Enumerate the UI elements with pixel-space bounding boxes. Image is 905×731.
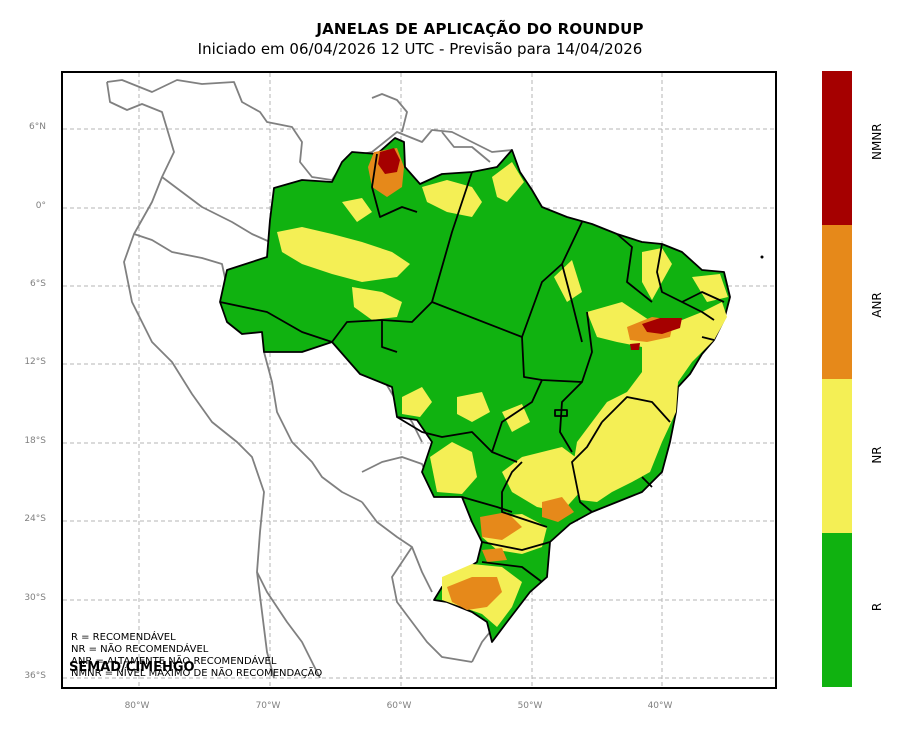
- map-subtitle: Iniciado em 06/04/2026 12 UTC - Previsão…: [197, 40, 643, 58]
- lon-tick: 60°W: [386, 701, 412, 711]
- lat-tick: 36°S: [24, 671, 46, 681]
- lat-tick: 24°S: [24, 514, 46, 524]
- legend-line: NMNR = NÍVEL MÁXIMO DE NÃO RECOMENDAÇÃO: [71, 668, 323, 679]
- colorbar-segment-anr: [822, 225, 852, 379]
- nmnr-zones: [378, 148, 682, 350]
- lat-tick: 6°S: [30, 279, 46, 289]
- lon-tick: 50°W: [517, 701, 543, 711]
- island-dot: [760, 255, 764, 259]
- colorbar-label: NMNR: [870, 123, 884, 160]
- lat-tick: 30°S: [24, 593, 46, 603]
- legend-line: NR = NÃO RECOMENDÁVEL: [71, 644, 209, 655]
- lon-tick: 80°W: [124, 701, 150, 711]
- lat-tick: 0°: [35, 201, 46, 211]
- map-frame: [61, 71, 777, 689]
- brazil-map: [63, 73, 775, 687]
- colorbar-segment-nr: [822, 379, 852, 533]
- legend-line: ANR = ALTAMENTE NÃO RECOMENDÁVEL: [71, 656, 277, 667]
- lat-tick: 6°N: [29, 122, 46, 132]
- credit-label: SEMAD/CIMEHGO: [69, 660, 195, 675]
- legend-line: R = RECOMENDÁVEL: [71, 632, 176, 643]
- lat-tick: 18°S: [24, 436, 46, 446]
- colorbar-segment-r: [822, 533, 852, 687]
- colorbar-label: ANR: [870, 292, 884, 318]
- map-title: JANELAS DE APLICAÇÃO DO ROUNDUP: [316, 20, 644, 38]
- lat-tick: 12°S: [24, 357, 46, 367]
- nr-zones: [277, 162, 728, 627]
- state-borders: [219, 153, 725, 583]
- lon-tick: 40°W: [647, 701, 673, 711]
- colorbar-label: R: [870, 602, 884, 612]
- colorbar-label: NR: [870, 446, 884, 464]
- colorbar-segment-nmnr: [822, 71, 852, 225]
- category-legend: R = RECOMENDÁVEL NR = NÃO RECOMENDÁVEL A…: [71, 632, 322, 680]
- colorbar: [822, 71, 852, 687]
- lon-tick: 70°W: [255, 701, 281, 711]
